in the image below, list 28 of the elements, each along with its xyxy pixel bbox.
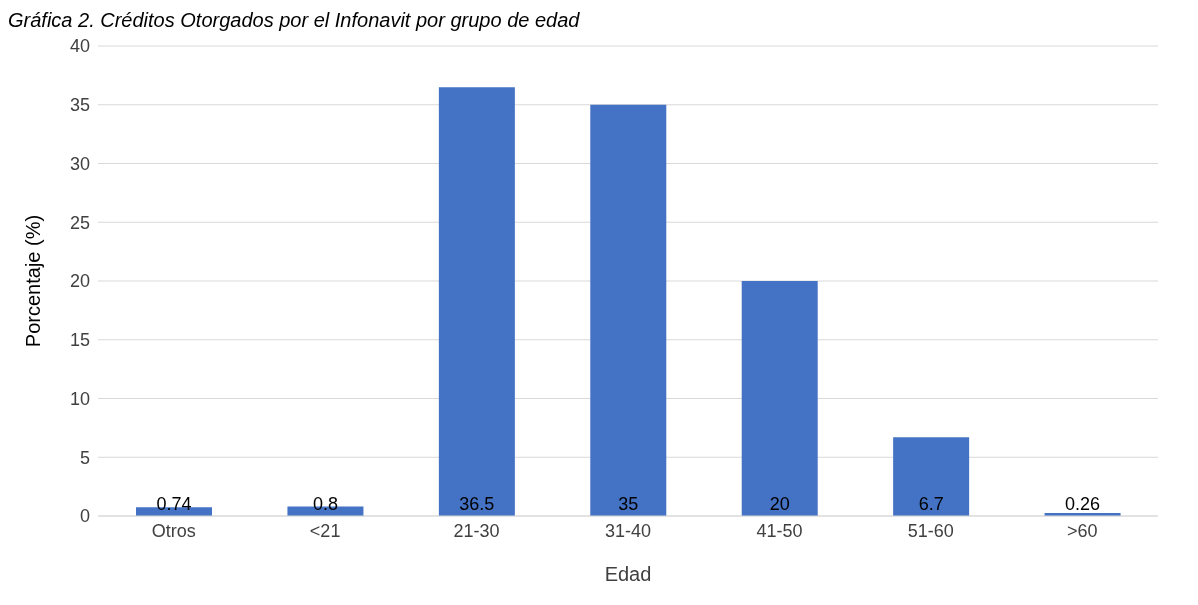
x-axis-title: Edad xyxy=(604,563,652,585)
x-tick-label: <21 xyxy=(309,520,341,541)
x-tick-label: 31-40 xyxy=(604,520,652,541)
y-tick-label: 35 xyxy=(69,95,90,116)
y-tick-label: 10 xyxy=(69,388,90,409)
data-label: 6.7 xyxy=(918,494,944,514)
bar xyxy=(438,87,515,516)
data-label: 36.5 xyxy=(459,494,495,514)
data-label: 20 xyxy=(769,494,790,514)
y-tick-label: 20 xyxy=(69,271,90,292)
y-tick-label: 25 xyxy=(69,212,90,233)
bar xyxy=(741,281,818,516)
bar xyxy=(590,104,667,516)
y-tick-label: 15 xyxy=(69,330,90,351)
y-tick-label: 40 xyxy=(69,36,90,57)
data-label: 0.26 xyxy=(1065,494,1101,514)
y-tick-label: 30 xyxy=(69,153,90,174)
bar xyxy=(893,437,970,516)
y-tick-label: 5 xyxy=(79,447,90,468)
x-tick-label: 41-50 xyxy=(756,520,803,541)
x-tick-label: Otros xyxy=(151,520,196,541)
y-axis-title: Porcentaje (%) xyxy=(22,214,45,348)
x-tick-label: 51-60 xyxy=(907,520,954,541)
x-tick-label: >60 xyxy=(1067,520,1098,541)
chart-title: Gráfica 2. Créditos Otorgados por el Infonavit por grupo de edad xyxy=(8,8,581,33)
y-tick-label: 0 xyxy=(79,506,90,527)
data-label: 35 xyxy=(618,494,639,514)
x-tick-label: 21-30 xyxy=(453,520,500,541)
